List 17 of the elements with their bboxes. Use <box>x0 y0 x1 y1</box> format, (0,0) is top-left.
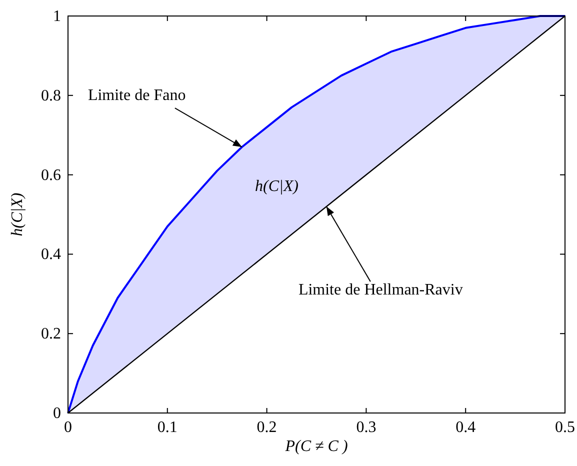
y-tick-label: 1 <box>53 8 61 25</box>
x-tick-label: 0.4 <box>456 419 476 436</box>
y-tick-label: 0.8 <box>41 87 61 104</box>
y-tick-label: 0 <box>53 405 61 422</box>
x-tick-label: 0 <box>64 419 72 436</box>
annotation: h(C|X) <box>255 178 298 195</box>
annotation: Limite de Fano <box>88 87 186 104</box>
x-axis-title: P(C ≠ C ) <box>284 438 348 455</box>
x-tick-label: 0.1 <box>157 419 178 436</box>
x-tick-label: 0.2 <box>256 419 277 436</box>
y-tick-label: 0.6 <box>41 166 61 184</box>
annotation: Limite de Hellman-Raviv <box>298 282 463 299</box>
x-tick-label: 0.3 <box>356 419 376 436</box>
y-tick-label: 0.2 <box>41 326 61 343</box>
y-tick-label: 0.4 <box>41 246 61 264</box>
y-axis-title: h(C|X) <box>9 192 26 236</box>
x-tick-label: 0.5 <box>555 419 575 436</box>
